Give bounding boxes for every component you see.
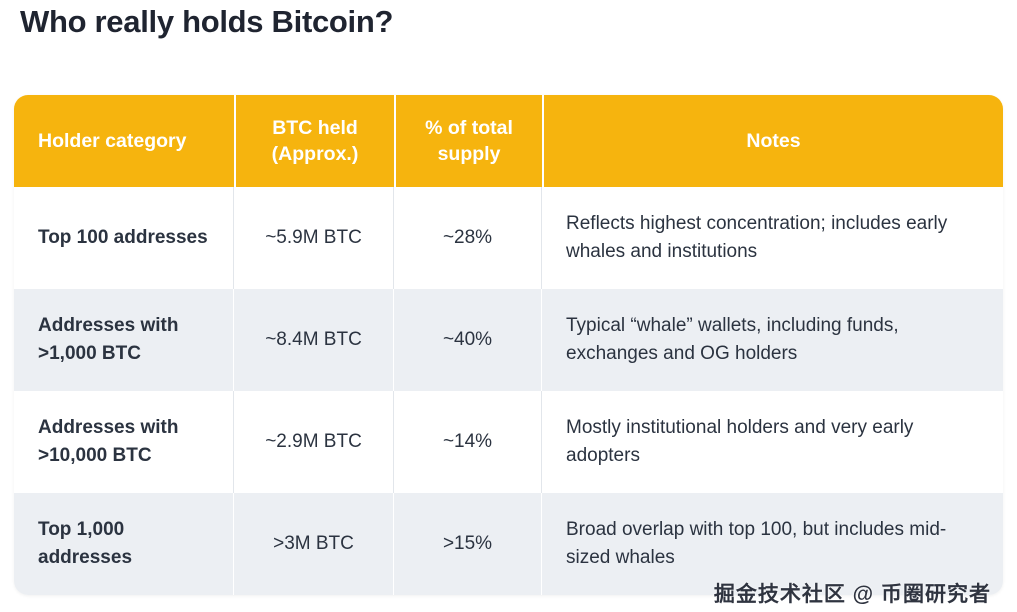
column-header-notes: Notes [542, 95, 1003, 187]
cell-pct-supply: ~14% [394, 391, 542, 493]
cell-holder-category: Addresses with >1,000 BTC [14, 289, 234, 391]
cell-btc-held: >3M BTC [234, 493, 394, 595]
cell-pct-supply: ~40% [394, 289, 542, 391]
cell-pct-supply: ~28% [394, 187, 542, 289]
table-row: Top 1,000 addresses >3M BTC >15% Broad o… [14, 493, 1003, 595]
page-title: Who really holds Bitcoin? [20, 4, 394, 39]
cell-btc-held: ~2.9M BTC [234, 391, 394, 493]
table-row: Top 100 addresses ~5.9M BTC ~28% Reflect… [14, 187, 1003, 289]
bitcoin-holders-table: Holder category BTC held (Approx.) % of … [14, 95, 1003, 595]
column-header-btc-held: BTC held (Approx.) [234, 95, 394, 187]
table-header-row: Holder category BTC held (Approx.) % of … [14, 95, 1003, 187]
cell-holder-category: Top 1,000 addresses [14, 493, 234, 595]
cell-notes: Reflects highest concentration; includes… [566, 213, 948, 262]
cell-holder-category: Top 100 addresses [14, 187, 234, 289]
table-row: Addresses with >1,000 BTC ~8.4M BTC ~40%… [14, 289, 1003, 391]
column-header-pct-supply: % of total supply [394, 95, 542, 187]
cell-btc-held: ~5.9M BTC [234, 187, 394, 289]
cell-holder-category: Addresses with >10,000 BTC [14, 391, 234, 493]
cell-btc-held: ~8.4M BTC [234, 289, 394, 391]
cell-notes: Typical “whale” wallets, including funds… [566, 315, 899, 364]
column-header-holder-category: Holder category [38, 129, 187, 152]
cell-notes: Mostly institutional holders and very ea… [566, 417, 914, 466]
table-row: Addresses with >10,000 BTC ~2.9M BTC ~14… [14, 391, 1003, 493]
cell-notes: Broad overlap with top 100, but includes… [566, 519, 947, 568]
watermark-text: 掘金技术社区 @ 币圈研究者 [713, 583, 991, 606]
cell-pct-supply: >15% [394, 493, 542, 595]
